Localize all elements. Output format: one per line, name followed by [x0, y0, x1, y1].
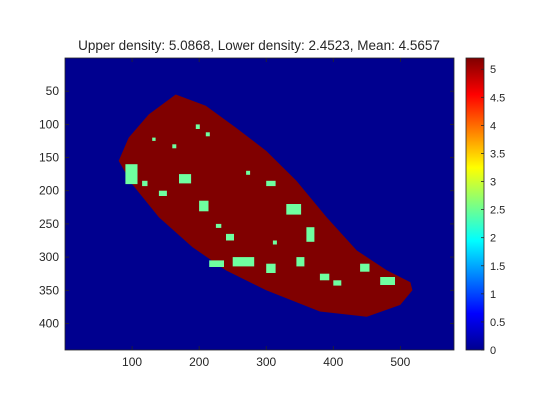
colorbar-tick-label: 2	[490, 233, 496, 245]
x-axis: 100 200 300 400 500	[122, 58, 411, 369]
lower-density-patch	[272, 240, 277, 245]
chart-title: Upper density: 5.0868, Lower density: 2.…	[78, 38, 440, 53]
colorbar-gradient	[465, 57, 485, 351]
lower-density-patch	[306, 227, 315, 242]
colorbar-tick-label: 3	[490, 177, 496, 189]
colorbar-tick-label: 5	[490, 64, 496, 76]
colorbar-tick-label: 3.5	[490, 148, 505, 160]
lower-density-patch	[215, 223, 222, 228]
colorbar-tick-label: 4.5	[490, 92, 505, 104]
lower-density-patch	[209, 260, 224, 267]
lower-density-patch	[266, 263, 276, 273]
lower-density-patch	[195, 124, 200, 129]
colorbar-tick-label: 1.5	[490, 261, 505, 273]
lower-density-patch	[380, 277, 395, 285]
colorbar-tick-label: 2.5	[490, 205, 505, 217]
upper-density-region	[118, 94, 413, 317]
y-axis: 50 100 150 200 250 300 350 400	[39, 84, 454, 330]
x-tick-label: 200	[189, 355, 209, 369]
y-tick-label: 400	[39, 316, 59, 330]
lower-density-patch	[246, 170, 251, 175]
x-tick-label: 400	[323, 355, 343, 369]
colorbar-tick-label: 0	[490, 345, 496, 357]
y-tick-label: 100	[39, 117, 59, 131]
colorbar-tick-label: 0.5	[490, 317, 505, 329]
lower-density-patch	[333, 280, 342, 286]
lower-density-patch	[152, 137, 156, 141]
lower-density-patch	[179, 174, 192, 184]
x-tick-label: 100	[122, 355, 142, 369]
lower-density-patch	[205, 132, 210, 137]
y-tick-label: 300	[39, 250, 59, 264]
lower-density-patch	[142, 180, 148, 187]
colorbar: 0 0.5 1 1.5 2 2.5 3 3.5 4 4.5 5	[465, 57, 505, 357]
y-tick-label: 200	[39, 184, 59, 198]
colorbar-axis: 0 0.5 1 1.5 2 2.5 3 3.5 4 4.5 5	[481, 64, 505, 357]
lower-density-patch	[125, 164, 138, 185]
lower-density-patch	[266, 180, 276, 187]
x-tick-label: 300	[256, 355, 276, 369]
lower-density-patch	[319, 273, 330, 281]
plot-frame	[64, 57, 455, 351]
heatmap-data-layer	[118, 94, 413, 317]
heatmap-plot: 100 200 300 400 500 50 100 150 200 250 300 350 400	[39, 57, 455, 369]
lower-density-patch	[199, 200, 209, 212]
lower-density-patch	[232, 257, 255, 267]
lower-density-patch	[286, 204, 302, 215]
y-tick-label: 350	[39, 283, 59, 297]
y-tick-label: 150	[39, 151, 59, 165]
lower-density-patch	[158, 190, 167, 196]
lower-density-patch	[360, 263, 370, 272]
lower-density-patch	[226, 233, 234, 241]
lower-density-patch	[172, 144, 177, 149]
y-tick-label: 50	[46, 84, 60, 98]
colorbar-tick-label: 4	[490, 120, 496, 132]
lower-density-patch	[296, 257, 305, 267]
colorbar-tick-label: 1	[490, 289, 496, 301]
y-tick-label: 250	[39, 217, 59, 231]
x-tick-label: 500	[390, 355, 410, 369]
